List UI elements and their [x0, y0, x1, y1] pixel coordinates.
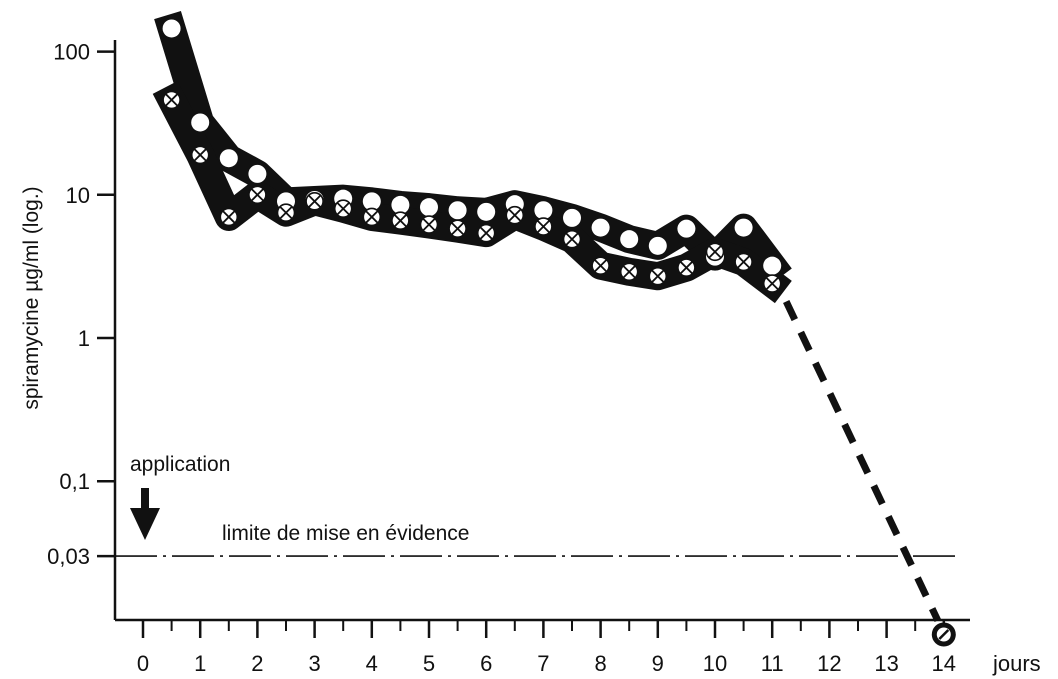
x-tick-label: 1 — [194, 651, 206, 676]
crossed-circle-point-cross-b — [165, 93, 179, 107]
open-circle-point — [248, 164, 267, 183]
decline-projection-line — [783, 300, 941, 623]
annotations: application limite de mise en évidence — [130, 453, 469, 545]
crossed-circle-point-cross-b — [622, 265, 636, 279]
x-tick-label: 2 — [251, 651, 263, 676]
y-tick-label: 100 — [53, 40, 90, 65]
x-tick-label: 8 — [594, 651, 606, 676]
x-tick-label: 12 — [817, 651, 841, 676]
y-ticks: 100 10 1 0,1 0,03 — [47, 40, 115, 569]
x-axis-label: jours — [992, 651, 1041, 676]
open-circle-point — [391, 195, 410, 214]
crossed-circle-point-cross-b — [193, 148, 207, 162]
open-circle-point — [191, 113, 210, 132]
crossed-circle-point-cross-b — [222, 210, 236, 224]
crossed-circle-point-cross-b — [308, 194, 322, 208]
crossed-circle-point-cross-b — [565, 232, 579, 246]
crossed-circle-point-cross-b — [279, 206, 293, 220]
y-tick-label: 1 — [78, 326, 90, 351]
crossed-circle-point-cross-b — [508, 208, 522, 222]
crossed-circle-point-cross-b — [536, 219, 550, 234]
x-tick-label: 5 — [423, 651, 435, 676]
x-tick-label: 7 — [537, 651, 549, 676]
x-tick-label: 14 — [932, 651, 956, 676]
crossed-circle-point-cross-b — [651, 269, 665, 283]
crossed-circle-point-cross-b — [594, 259, 608, 273]
open-circle-point — [219, 149, 238, 168]
open-circle-point — [448, 201, 467, 220]
series-bands — [152, 11, 792, 304]
detection-limit-label: limite de mise en évidence — [222, 522, 469, 545]
open-circle-point — [477, 202, 496, 221]
open-circle-point — [534, 201, 553, 220]
crossed-circle-point-cross-b — [422, 217, 436, 232]
open-circle-point — [620, 230, 639, 249]
crossed-circle-point-cross-b — [737, 255, 751, 269]
open-circle-point — [162, 19, 181, 38]
x-tick-label: 9 — [652, 651, 664, 676]
application-label: application — [130, 453, 230, 476]
open-circle-point — [591, 218, 610, 237]
y-tick-label: 0,1 — [59, 469, 90, 494]
crossed-circle-point-cross-b — [708, 245, 722, 259]
crossed-circle-point-cross-b — [765, 276, 779, 291]
crossed-circle-point-cross-b — [250, 188, 264, 202]
open-circle-point — [420, 198, 438, 217]
x-tick-label: 4 — [366, 651, 378, 676]
open-circle-point — [763, 256, 782, 275]
series-2-band — [152, 81, 792, 304]
x-tick-label: 6 — [480, 651, 492, 676]
open-circle-point — [648, 236, 667, 255]
open-circle-point — [362, 192, 381, 211]
application-arrow — [130, 488, 160, 540]
crossed-circle-point-cross-b — [365, 210, 379, 224]
final-point-slash — [938, 629, 950, 640]
y-axis-label: spiramycine µg/ml (log.) — [20, 186, 43, 409]
x-tick-label: 10 — [703, 651, 727, 676]
crossed-circle-point-cross-b — [451, 222, 465, 236]
open-circle-point — [734, 218, 753, 237]
open-circle-point — [677, 219, 696, 238]
x-tick-label: 13 — [874, 651, 898, 676]
y-tick-label: 0,03 — [47, 544, 90, 569]
x-tick-label: 3 — [308, 651, 320, 676]
decline-projection — [783, 300, 941, 623]
x-ticks: 0 1 2 3 4 5 6 7 8 9 10 11 12 13 14 — [137, 620, 956, 676]
crossed-circle-point-cross-b — [479, 226, 493, 240]
x-tick-label: 0 — [137, 651, 149, 676]
y-tick-label: 10 — [66, 183, 90, 208]
crossed-circle-point-cross-b — [393, 214, 407, 228]
open-circle-point — [563, 208, 581, 227]
crossed-circle-point-cross-b — [679, 261, 693, 275]
series-markers — [162, 19, 956, 647]
x-tick-label: 11 — [761, 651, 784, 676]
crossed-circle-point-cross-b — [336, 202, 350, 216]
